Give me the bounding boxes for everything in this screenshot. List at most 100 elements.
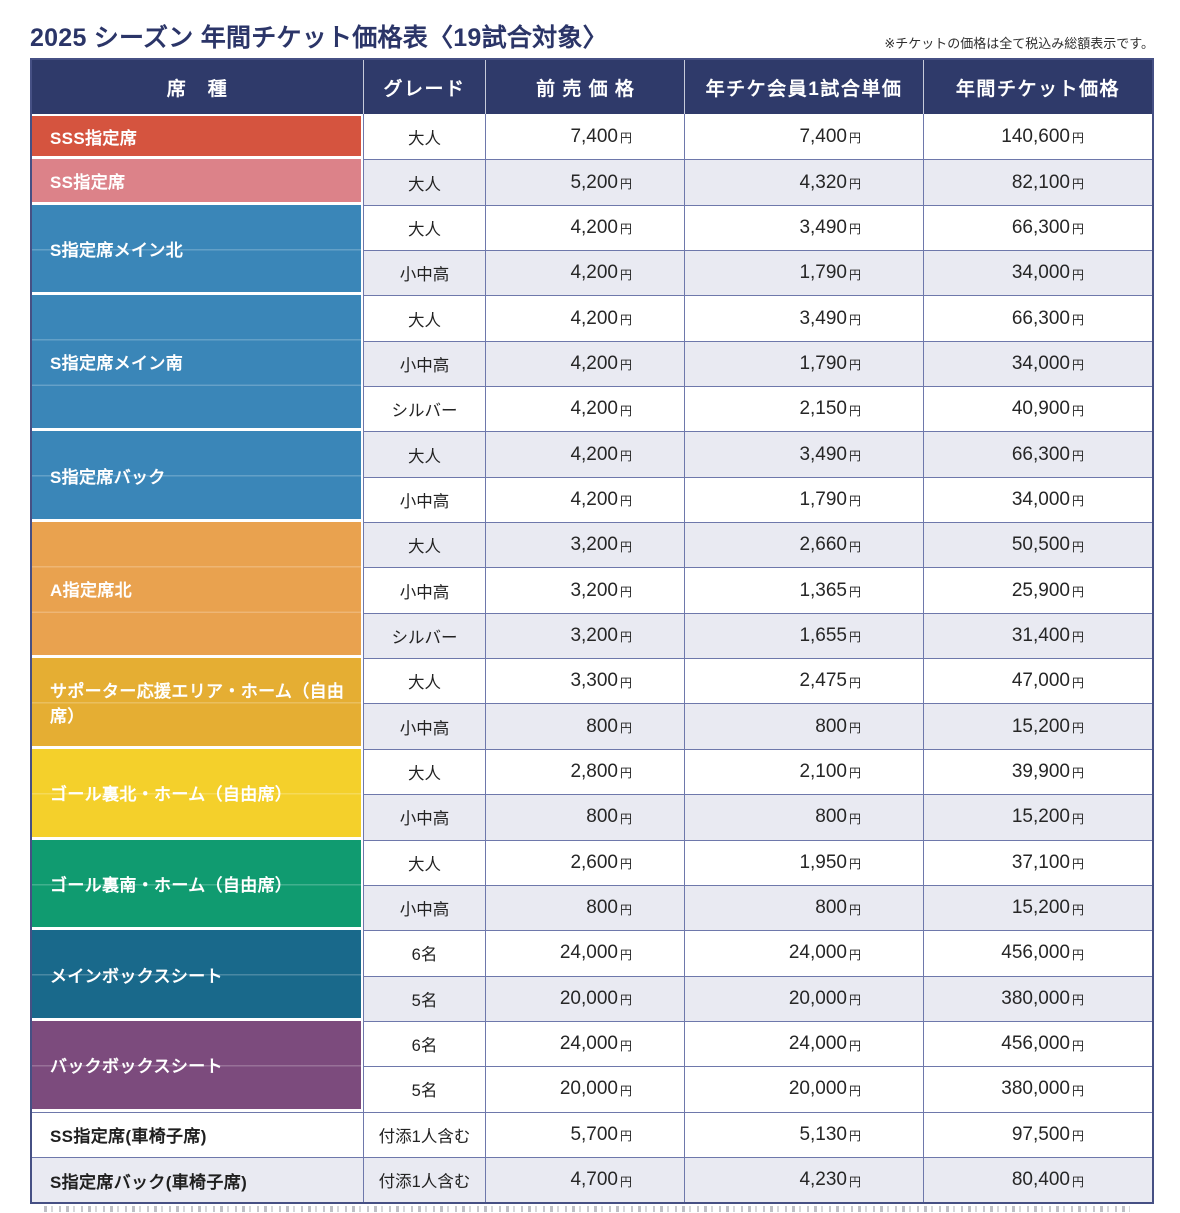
header-grade: グレード (363, 60, 485, 114)
advance-price-cell: 4,200 円 (485, 386, 684, 432)
seat-group-cell: SS指定席(車椅子席) (32, 1111, 363, 1157)
advance-price-cell: 20,000 円 (485, 1066, 684, 1112)
price-table: 席 種 グレード 前売価格 年チケ会員1試合単価 年間チケット価格 SSS指定席… (30, 58, 1154, 1205)
advance-price-cell: 800 円 (485, 884, 684, 931)
advance-price-cell: 5,700 円 (485, 1111, 684, 1157)
grade-cell: 大人 (363, 295, 485, 341)
advance-price-cell: 800 円 (485, 794, 684, 840)
seat-group-cell: メインボックスシート (32, 930, 363, 1021)
tax-note: ※チケットの価格は全て税込み総額表示です。 (884, 36, 1154, 51)
advance-price-cell: 4,200 円 (485, 431, 684, 477)
annual-price-cell: 50,500 円 (923, 522, 1152, 568)
per-game-price-cell: 20,000 円 (684, 975, 923, 1021)
grade-cell: シルバー (363, 612, 485, 659)
grade-cell: 小中高 (363, 476, 485, 523)
grade-cell: 大人 (363, 431, 485, 477)
per-game-price-cell: 1,790 円 (684, 340, 923, 387)
per-game-price-cell: 3,490 円 (684, 431, 923, 477)
annual-price-cell: 34,000 円 (923, 340, 1152, 387)
advance-price-cell: 4,200 円 (485, 295, 684, 341)
grade-cell: 大人 (363, 839, 485, 885)
per-game-price-cell: 2,150 円 (684, 386, 923, 432)
seat-group-cell: ゴール裏南・ホーム（自由席） (32, 839, 363, 931)
per-game-price-cell: 4,230 円 (684, 1156, 923, 1203)
advance-price-cell: 3,200 円 (485, 612, 684, 659)
advance-price-cell: 3,300 円 (485, 658, 684, 704)
per-game-price-cell: 800 円 (684, 884, 923, 931)
annual-price-cell: 82,100 円 (923, 159, 1152, 205)
grade-cell: 小中高 (363, 340, 485, 387)
annual-price-cell: 25,900 円 (923, 567, 1152, 613)
grade-cell: 6名 (363, 1020, 485, 1067)
annual-price-cell: 15,200 円 (923, 884, 1152, 931)
annual-price-cell: 15,200 円 (923, 794, 1152, 840)
advance-price-cell: 3,200 円 (485, 567, 684, 613)
seat-group-cell: ゴール裏北・ホーム（自由席） (32, 748, 363, 840)
advance-price-cell: 24,000 円 (485, 930, 684, 976)
seat-group-cell: SSS指定席 (32, 114, 363, 160)
per-game-price-cell: 1,365 円 (684, 567, 923, 613)
per-game-price-cell: 24,000 円 (684, 930, 923, 976)
annual-price-cell: 456,000 円 (923, 930, 1152, 976)
grade-cell: 小中高 (363, 794, 485, 840)
header-per-game-price: 年チケ会員1試合単価 (684, 60, 923, 114)
annual-price-cell: 40,900 円 (923, 386, 1152, 432)
advance-price-cell: 4,200 円 (485, 204, 684, 251)
grade-cell: 大人 (363, 522, 485, 568)
advance-price-cell: 4,700 円 (485, 1156, 684, 1203)
grade-cell: 6名 (363, 930, 485, 976)
advance-price-cell: 5,200 円 (485, 159, 684, 205)
grade-cell: 小中高 (363, 250, 485, 296)
header-advance-price: 前売価格 (485, 60, 684, 114)
advance-price-cell: 2,600 円 (485, 839, 684, 885)
advance-price-cell: 3,200 円 (485, 522, 684, 568)
seat-group-cell: バックボックスシート (32, 1020, 363, 1112)
annual-price-cell: 380,000 円 (923, 975, 1152, 1021)
per-game-price-cell: 4,320 円 (684, 159, 923, 205)
annual-price-cell: 39,900 円 (923, 748, 1152, 795)
annual-price-cell: 66,300 円 (923, 295, 1152, 341)
seat-group-cell: S指定席バック (32, 431, 363, 523)
annual-price-cell: 97,500 円 (923, 1111, 1152, 1157)
advance-price-cell: 4,200 円 (485, 340, 684, 387)
grade-cell: 大人 (363, 159, 485, 205)
header-seat-type: 席 種 (166, 78, 229, 100)
grade-cell: 大人 (363, 204, 485, 251)
clipped-footnote-text (44, 1206, 1130, 1212)
table-body: SSS指定席 大人 7,400 円 7,400 円 140,600 円 SS指定席 大人 5,200… (32, 114, 1152, 1203)
advance-price-cell: 4,200 円 (485, 250, 684, 296)
annual-price-cell: 37,100 円 (923, 839, 1152, 885)
annual-price-cell: 34,000 円 (923, 250, 1152, 296)
table-header: 席 種 グレード 前売価格 年チケ会員1試合単価 年間チケット価格 (32, 60, 1152, 114)
seat-group-cell: S指定席バック(車椅子席) (32, 1156, 363, 1203)
annual-price-cell: 34,000 円 (923, 476, 1152, 523)
advance-price-cell: 2,800 円 (485, 748, 684, 795)
per-game-price-cell: 1,790 円 (684, 250, 923, 296)
advance-price-cell: 24,000 円 (485, 1020, 684, 1067)
grade-cell: 小中高 (363, 567, 485, 613)
seat-group-cell: サポーター応援エリア・ホーム（自由席） (32, 658, 363, 749)
annual-price-cell: 66,300 円 (923, 204, 1152, 251)
header-annual-price: 年間チケット価格 (923, 60, 1152, 114)
grade-cell: シルバー (363, 386, 485, 432)
annual-price-cell: 80,400 円 (923, 1156, 1152, 1203)
annual-price-cell: 380,000 円 (923, 1066, 1152, 1112)
annual-price-cell: 31,400 円 (923, 612, 1152, 659)
seat-group-cell: A指定席北 (32, 522, 363, 659)
grade-cell: 小中高 (363, 703, 485, 749)
per-game-price-cell: 24,000 円 (684, 1020, 923, 1067)
per-game-price-cell: 800 円 (684, 794, 923, 840)
seat-group-cell: SS指定席 (32, 159, 363, 205)
seat-group-cell: S指定席メイン南 (32, 295, 363, 432)
per-game-price-cell: 3,490 円 (684, 204, 923, 251)
grade-cell: 付添1人含む (363, 1111, 485, 1157)
per-game-price-cell: 3,490 円 (684, 295, 923, 341)
annual-price-cell: 66,300 円 (923, 431, 1152, 477)
per-game-price-cell: 5,130 円 (684, 1111, 923, 1157)
annual-price-cell: 15,200 円 (923, 703, 1152, 749)
per-game-price-cell: 1,790 円 (684, 476, 923, 523)
per-game-price-cell: 20,000 円 (684, 1066, 923, 1112)
annual-price-cell: 140,600 円 (923, 114, 1152, 160)
grade-cell: 大人 (363, 658, 485, 704)
advance-price-cell: 20,000 円 (485, 975, 684, 1021)
